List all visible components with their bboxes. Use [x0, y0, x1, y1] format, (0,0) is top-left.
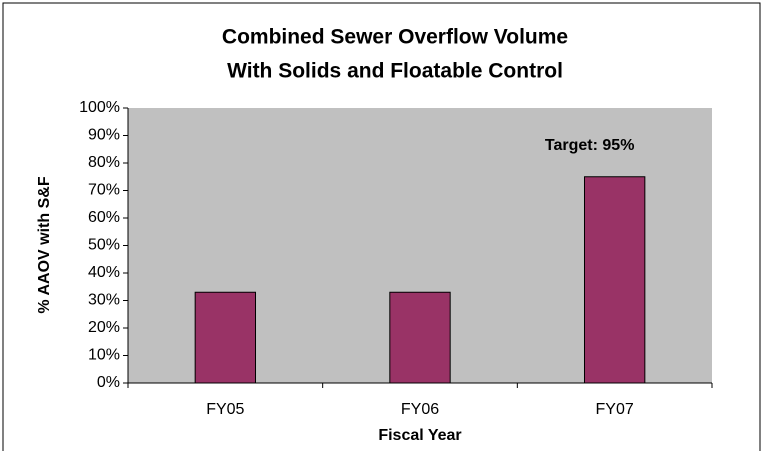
y-tick-label: 70% — [88, 182, 120, 199]
bar — [194, 291, 257, 384]
bar — [389, 291, 451, 384]
x-tick-label: FY07 — [596, 401, 634, 418]
y-tick-label: 90% — [88, 127, 120, 144]
x-tick-label: FY06 — [401, 401, 439, 418]
annotation: Target: 95% — [545, 137, 635, 154]
y-tick-label: 50% — [88, 237, 120, 254]
y-tick-label: 80% — [88, 154, 120, 171]
chart-title: Combined Sewer Overflow Volume — [222, 26, 568, 49]
y-tick-label: 30% — [88, 292, 120, 309]
chart-subtitle: With Solids and Floatable Control — [227, 60, 563, 83]
y-tick-label: 40% — [88, 264, 120, 281]
x-axis-title: Fiscal Year — [378, 427, 461, 444]
bar — [583, 176, 646, 384]
y-tick-label: 0% — [97, 374, 120, 391]
y-tick-label: 10% — [88, 347, 120, 364]
y-tick-label: 60% — [88, 209, 120, 226]
y-axis-title: % AAOV with S&F — [36, 176, 53, 313]
x-tick-label: FY05 — [206, 401, 244, 418]
y-tick-label: 100% — [79, 99, 120, 116]
y-tick-label: 20% — [88, 319, 120, 336]
